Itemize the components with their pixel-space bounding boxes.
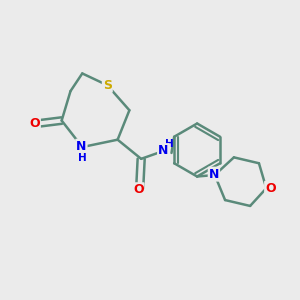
Text: O: O	[133, 183, 143, 196]
Text: O: O	[29, 117, 40, 130]
Text: H: H	[78, 153, 87, 163]
Text: H: H	[165, 139, 173, 149]
Text: N: N	[76, 140, 87, 153]
Text: N: N	[158, 144, 168, 157]
Text: S: S	[103, 79, 112, 92]
Text: N: N	[209, 168, 219, 181]
Text: O: O	[265, 182, 276, 195]
